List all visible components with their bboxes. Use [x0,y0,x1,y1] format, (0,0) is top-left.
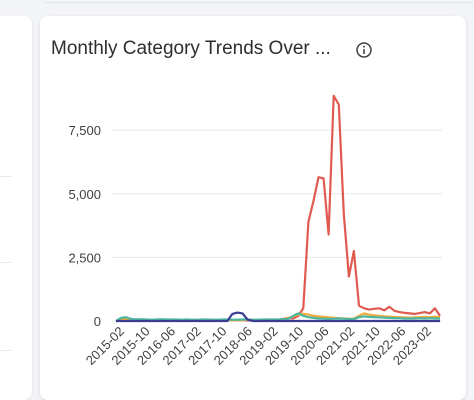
top-strip [0,0,474,16]
series-line-2 [115,312,440,322]
chart-card: Monthly Category Trends Over ... [40,16,466,400]
series-line-3 [116,311,440,323]
series-line-0 [115,94,441,323]
y-tick-label: 2,500 [68,250,101,265]
y-tick-label: 5,000 [68,187,101,202]
divider [44,2,474,3]
divider [0,350,12,351]
left-card-edge [0,16,32,400]
y-tick-label: 0 [94,314,101,329]
info-icon[interactable] [356,42,372,58]
divider [0,262,12,263]
divider [0,176,12,177]
chart-title: Monthly Category Trends Over ... [51,38,331,59]
y-tick-label: 7,500 [68,123,101,138]
